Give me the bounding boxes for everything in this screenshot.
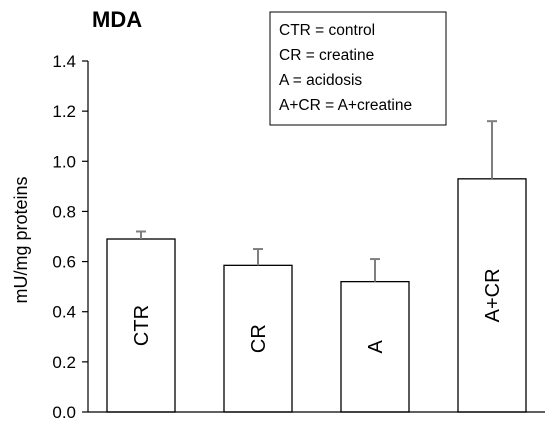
y-axis-label: mU/mg proteins (11, 176, 31, 303)
bar-ctr (106, 238, 176, 413)
y-tick-label: 1.4 (52, 52, 76, 71)
y-tick-label: 0.8 (52, 202, 76, 221)
y-tick-label: 1.2 (52, 102, 76, 121)
legend-entry-cr: CR = creatine (279, 47, 374, 64)
error-bars (136, 120, 497, 282)
y-tick-label: 1.0 (52, 152, 76, 171)
y-axis-ticks: 0.0 0.2 0.4 0.6 0.8 1.0 1.2 1.4 (52, 52, 88, 422)
bar-label-a: A (365, 339, 387, 353)
bars: CTR CR A A+CR (106, 178, 527, 413)
bar-cr (223, 264, 293, 413)
y-tick-label: 0.2 (52, 353, 76, 372)
chart-title: MDA (92, 7, 142, 32)
bar-label-a-cr: A+CR (482, 268, 504, 322)
bar-label-cr: CR (248, 324, 270, 353)
bar-label-ctr: CTR (131, 305, 153, 346)
legend-entry-ctr: CTR = control (279, 22, 375, 39)
legend: CTR = control CR = creatine A = acidosis… (269, 11, 447, 126)
bar-a-cr (457, 178, 527, 413)
legend-entry-a: A = acidosis (279, 72, 362, 89)
y-tick-label: 0.4 (52, 303, 76, 322)
y-tick-label: 0.6 (52, 253, 76, 272)
bar-a (340, 280, 410, 413)
legend-entry-a-cr: A+CR = A+creatine (279, 97, 412, 114)
y-tick-label: 0.0 (52, 403, 76, 422)
legend-box (269, 11, 447, 126)
